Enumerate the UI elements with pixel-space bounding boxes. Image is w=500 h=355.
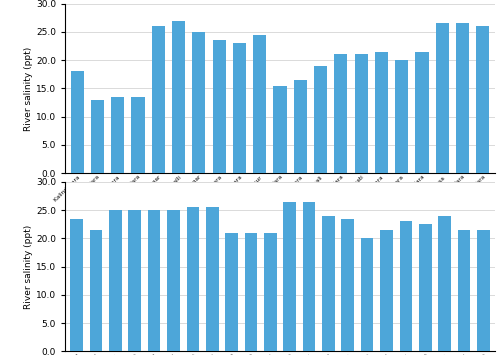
Bar: [152, 26, 165, 173]
Bar: [233, 43, 246, 173]
Bar: [456, 23, 469, 173]
Bar: [167, 210, 180, 351]
Bar: [294, 80, 307, 173]
Bar: [212, 40, 226, 173]
Bar: [253, 35, 266, 173]
Bar: [148, 210, 160, 351]
Bar: [436, 23, 449, 173]
Bar: [244, 233, 257, 351]
Bar: [70, 219, 83, 351]
Bar: [375, 51, 388, 173]
Bar: [186, 207, 199, 351]
Bar: [284, 202, 296, 351]
Bar: [400, 221, 412, 351]
Y-axis label: River salinity (ppt): River salinity (ppt): [24, 46, 33, 131]
Bar: [458, 230, 470, 351]
Bar: [476, 26, 490, 173]
Bar: [226, 233, 238, 351]
Bar: [90, 230, 102, 351]
Bar: [132, 97, 144, 173]
Bar: [192, 32, 205, 173]
Bar: [206, 207, 218, 351]
Bar: [303, 202, 316, 351]
Bar: [109, 210, 122, 351]
Bar: [322, 216, 334, 351]
Bar: [264, 233, 276, 351]
Bar: [419, 224, 432, 351]
Bar: [274, 86, 286, 173]
Bar: [380, 230, 393, 351]
Bar: [395, 60, 408, 173]
Y-axis label: River salinity (ppt): River salinity (ppt): [24, 224, 33, 309]
Bar: [314, 66, 327, 173]
Bar: [416, 51, 428, 173]
Bar: [342, 219, 354, 351]
Bar: [334, 54, 347, 173]
Bar: [361, 238, 374, 351]
Bar: [438, 216, 451, 351]
Bar: [354, 54, 368, 173]
Bar: [111, 97, 124, 173]
Bar: [477, 230, 490, 351]
Bar: [70, 71, 84, 173]
Bar: [91, 100, 104, 173]
Bar: [128, 210, 141, 351]
Bar: [172, 21, 185, 173]
